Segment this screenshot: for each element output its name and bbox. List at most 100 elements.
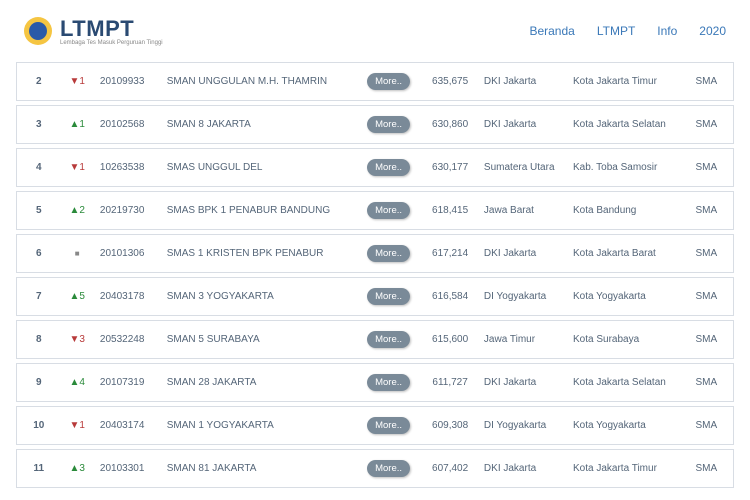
more-button[interactable]: More..: [367, 245, 410, 262]
type-cell: SMA: [689, 234, 734, 273]
more-button[interactable]: More..: [367, 374, 410, 391]
score-cell: 617,214: [422, 234, 478, 273]
school-name-cell: SMAS BPK 1 PENABUR BANDUNG: [161, 191, 361, 230]
nav-beranda[interactable]: Beranda: [529, 24, 574, 38]
score-cell: 618,415: [422, 191, 478, 230]
arrow-down-icon: ▼1: [69, 420, 84, 431]
change-cell: ▼3: [61, 320, 94, 359]
change-cell: ▲2: [61, 191, 94, 230]
table-row: 8▼320532248SMAN 5 SURABAYAMore..615,600J…: [16, 320, 734, 359]
rank-cell: 4: [16, 148, 61, 187]
table-row: 10▼120403174SMAN 1 YOGYAKARTAMore..609,3…: [16, 406, 734, 445]
city-cell: Kota Jakarta Selatan: [567, 105, 689, 144]
more-button[interactable]: More..: [367, 288, 410, 305]
table-row: 6■20101306SMAS 1 KRISTEN BPK PENABURMore…: [16, 234, 734, 273]
more-button[interactable]: More..: [367, 417, 410, 434]
school-name-cell: SMAN 1 YOGYAKARTA: [161, 406, 361, 445]
table-row: 11 ▲3 20103301SMAN 81 JAKARTA More.. 607,402…: [16, 449, 734, 488]
content: 2 ▼1 20109933SMAN UNGGULAN M.H. THAMRIN Mor…: [0, 58, 750, 492]
nav-ltmpt[interactable]: LTMPT: [597, 24, 635, 38]
score-cell: 615,600: [422, 320, 478, 359]
type-cell: SMA: [689, 62, 734, 101]
more-cell: More..: [361, 320, 422, 359]
score-cell: 607,402: [422, 449, 478, 488]
score-cell: 609,308: [422, 406, 478, 445]
arrow-down-icon: ▼3: [69, 334, 84, 345]
change-cell: ■: [61, 234, 94, 273]
npsn-cell: 20403174: [94, 406, 161, 445]
type-cell: SMA: [689, 148, 734, 187]
table-row: 3▲120102568SMAN 8 JAKARTAMore..630,860DK…: [16, 105, 734, 144]
city-cell: Kota Yogyakarta: [567, 277, 689, 316]
rank-cell: 2: [16, 62, 61, 101]
type-cell: SMA: [689, 320, 734, 359]
more-button[interactable]: More..: [367, 331, 410, 348]
ranking-table: 2 ▼1 20109933SMAN UNGGULAN M.H. THAMRIN Mor…: [16, 58, 734, 492]
arrow-up-icon: ▲1: [69, 119, 84, 130]
rank-cell: 9: [16, 363, 61, 402]
city-cell: Kota Jakarta Barat: [567, 234, 689, 273]
arrow-down-icon: ▼1: [69, 162, 84, 173]
more-button[interactable]: More..: [367, 460, 410, 477]
brand: LTMPT Lembaga Tes Masuk Perguruan Tinggi: [24, 16, 163, 46]
npsn-cell: 10263538: [94, 148, 161, 187]
npsn-cell: 20109933: [94, 62, 161, 101]
change-cell: ▼1: [61, 62, 94, 101]
change-cell: ▼1: [61, 148, 94, 187]
school-name-cell: SMAN 5 SURABAYA: [161, 320, 361, 359]
npsn-cell: 20103301: [94, 449, 161, 488]
more-cell: More..: [361, 406, 422, 445]
logo-icon: [24, 17, 52, 45]
more-cell: More..: [361, 234, 422, 273]
change-cell: ▲1: [61, 105, 94, 144]
more-cell: More..: [361, 363, 422, 402]
school-name-cell: SMAN 81 JAKARTA: [161, 449, 361, 488]
school-name-cell: SMAN 28 JAKARTA: [161, 363, 361, 402]
table-row: 7▲520403178SMAN 3 YOGYAKARTAMore..616,58…: [16, 277, 734, 316]
table-row: 9▲420107319SMAN 28 JAKARTAMore..611,727D…: [16, 363, 734, 402]
school-name-cell: SMAN UNGGULAN M.H. THAMRIN: [161, 62, 361, 101]
city-cell: Kota Jakarta Timur: [567, 62, 689, 101]
arrow-up-icon: ▲3: [69, 463, 84, 474]
npsn-cell: 20102568: [94, 105, 161, 144]
table-row: 5▲220219730SMAS BPK 1 PENABUR BANDUNGMor…: [16, 191, 734, 230]
more-button[interactable]: More..: [367, 116, 410, 133]
more-button[interactable]: More..: [367, 202, 410, 219]
more-button[interactable]: More..: [367, 73, 410, 90]
arrow-up-icon: ▲4: [69, 377, 84, 388]
city-cell: Kab. Toba Samosir: [567, 148, 689, 187]
score-cell: 630,860: [422, 105, 478, 144]
npsn-cell: 20219730: [94, 191, 161, 230]
npsn-cell: 20107319: [94, 363, 161, 402]
change-cell: ▲3: [61, 449, 94, 488]
arrow-up-icon: ▲5: [69, 291, 84, 302]
more-cell: More..: [361, 449, 422, 488]
type-cell: SMA: [689, 449, 734, 488]
province-cell: DKI Jakarta: [478, 234, 567, 273]
more-cell: More..: [361, 191, 422, 230]
school-name-cell: SMAS 1 KRISTEN BPK PENABUR: [161, 234, 361, 273]
score-cell: 635,675: [422, 62, 478, 101]
score-cell: 630,177: [422, 148, 478, 187]
nav-2020[interactable]: 2020: [699, 24, 726, 38]
rank-cell: 6: [16, 234, 61, 273]
rank-cell: 7: [16, 277, 61, 316]
nav-info[interactable]: Info: [657, 24, 677, 38]
no-change-icon: ■: [75, 249, 80, 258]
arrow-down-icon: ▼1: [69, 76, 84, 87]
province-cell: DI Yogyakarta: [478, 406, 567, 445]
province-cell: Jawa Timur: [478, 320, 567, 359]
province-cell: DKI Jakarta: [478, 105, 567, 144]
type-cell: SMA: [689, 105, 734, 144]
npsn-cell: 20532248: [94, 320, 161, 359]
city-cell: Kota Yogyakarta: [567, 406, 689, 445]
school-name-cell: SMAS UNGGUL DEL: [161, 148, 361, 187]
school-name-cell: SMAN 8 JAKARTA: [161, 105, 361, 144]
type-cell: SMA: [689, 277, 734, 316]
more-button[interactable]: More..: [367, 159, 410, 176]
more-cell: More..: [361, 148, 422, 187]
rank-cell: 11: [16, 449, 61, 488]
change-cell: ▲4: [61, 363, 94, 402]
brand-subtitle: Lembaga Tes Masuk Perguruan Tinggi: [60, 40, 163, 46]
brand-title: LTMPT: [60, 16, 163, 42]
